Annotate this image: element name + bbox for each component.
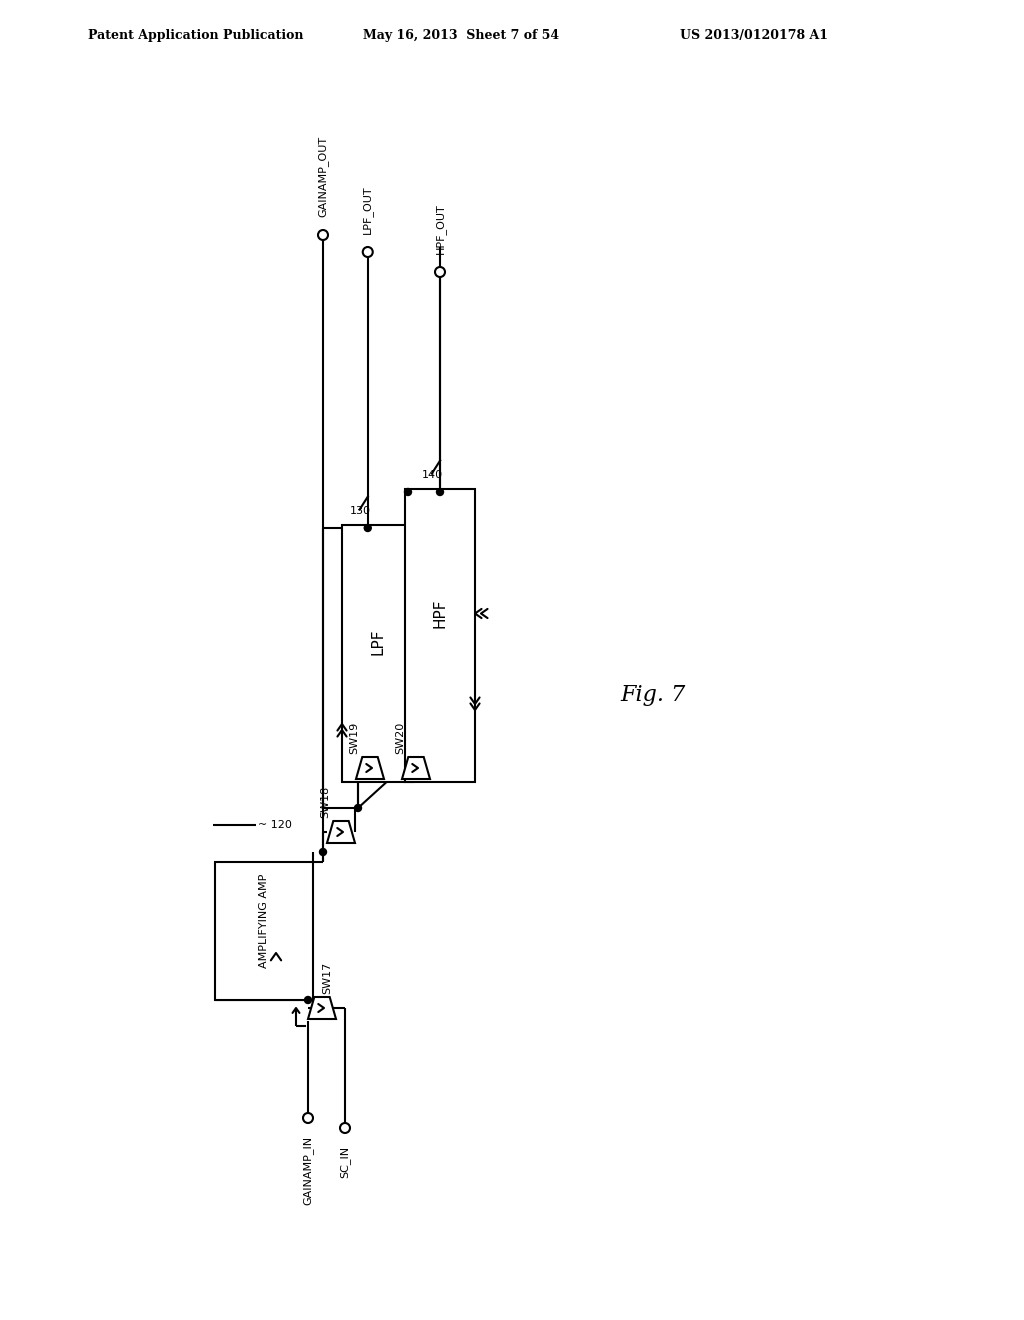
Text: HPF_OUT: HPF_OUT [434, 203, 445, 253]
Circle shape [354, 804, 361, 812]
Text: May 16, 2013  Sheet 7 of 54: May 16, 2013 Sheet 7 of 54 [362, 29, 559, 41]
Circle shape [303, 1113, 313, 1123]
Text: HPF: HPF [432, 599, 447, 628]
Text: ~ 120: ~ 120 [258, 820, 292, 830]
Text: SW17: SW17 [322, 962, 332, 994]
Circle shape [435, 267, 445, 277]
Circle shape [340, 1123, 350, 1133]
FancyBboxPatch shape [406, 488, 475, 781]
Circle shape [362, 247, 373, 257]
FancyBboxPatch shape [342, 525, 413, 781]
Text: 130: 130 [350, 506, 371, 516]
Polygon shape [327, 821, 355, 843]
Text: SW20: SW20 [395, 722, 406, 754]
Polygon shape [308, 997, 336, 1019]
Polygon shape [356, 756, 384, 779]
Circle shape [318, 230, 328, 240]
Polygon shape [402, 756, 430, 779]
Circle shape [365, 524, 372, 532]
Text: GAINAMP_OUT: GAINAMP_OUT [317, 136, 329, 216]
Text: SW19: SW19 [349, 722, 359, 754]
FancyBboxPatch shape [215, 862, 313, 1001]
Circle shape [436, 488, 443, 495]
Text: Fig. 7: Fig. 7 [620, 684, 685, 706]
Text: Patent Application Publication: Patent Application Publication [88, 29, 303, 41]
Text: LPF: LPF [370, 628, 385, 655]
Text: AMPLIFYING AMP: AMPLIFYING AMP [259, 874, 269, 968]
FancyBboxPatch shape [345, 528, 410, 755]
Text: SC_IN: SC_IN [340, 1146, 350, 1179]
Text: LPF_OUT: LPF_OUT [362, 185, 373, 234]
Text: US 2013/0120178 A1: US 2013/0120178 A1 [680, 29, 828, 41]
Circle shape [304, 997, 311, 1003]
Text: SW18: SW18 [319, 785, 330, 818]
FancyBboxPatch shape [408, 492, 472, 735]
Text: 140: 140 [422, 470, 443, 480]
Text: GAINAMP_IN: GAINAMP_IN [302, 1137, 313, 1205]
Circle shape [404, 488, 412, 495]
Circle shape [319, 849, 327, 855]
